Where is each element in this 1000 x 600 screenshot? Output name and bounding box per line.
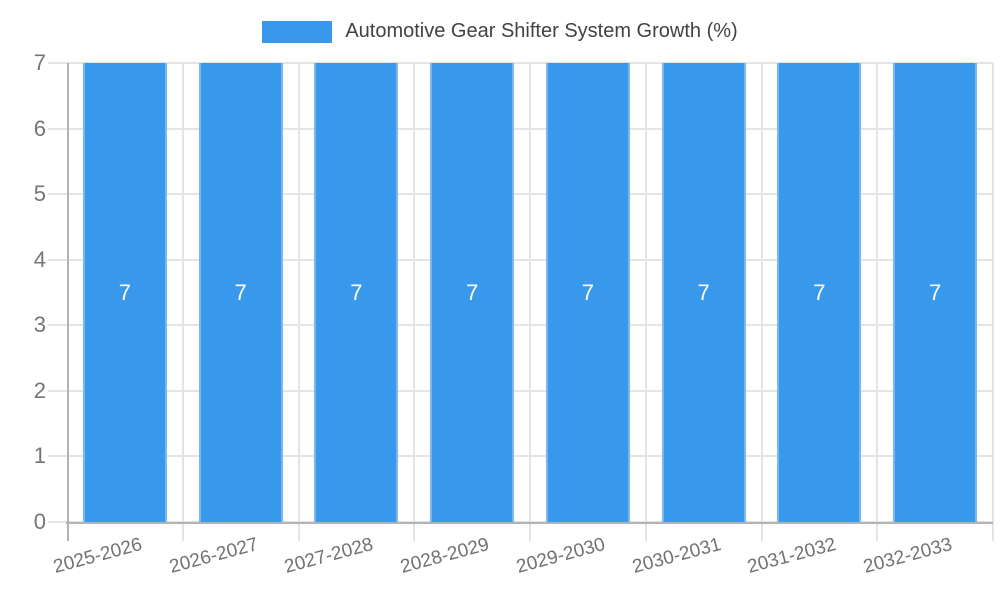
x-gridline	[181, 63, 184, 541]
y-tick-label: 7	[33, 50, 46, 75]
bar-value-label: 7	[929, 279, 942, 305]
y-tick-label: 3	[33, 312, 46, 338]
bar-2026-2027[interactable]: 7	[198, 63, 283, 522]
y-gridline	[48, 62, 993, 64]
y-tick-label: 5	[33, 181, 46, 207]
legend-label: Automotive Gear Shifter System Growth (%…	[345, 20, 738, 42]
x-gridline	[529, 63, 531, 541]
bar-value-label: 7	[813, 279, 826, 305]
bar-value-label: 7	[234, 279, 247, 305]
x-gridline	[297, 63, 300, 541]
y-axis-line	[67, 63, 69, 541]
y-tick-label: 6	[33, 115, 46, 141]
bar-2028-2029[interactable]: 7	[430, 63, 515, 522]
y-gridline	[48, 258, 993, 261]
y-tick-label: 4	[33, 246, 46, 272]
x-gridline	[992, 63, 994, 541]
legend-swatch-icon	[262, 20, 333, 43]
bar-2027-2028[interactable]: 7	[314, 63, 399, 522]
bar-value-label: 7	[697, 279, 710, 305]
bar-2029-2030[interactable]: 7	[545, 63, 630, 522]
bar-2030-2031[interactable]: 7	[661, 63, 746, 522]
bar-2031-2032[interactable]: 7	[777, 63, 862, 522]
y-gridline	[48, 127, 993, 130]
x-gridline	[644, 63, 647, 541]
y-tick-label: 0	[33, 509, 46, 534]
y-tick-label: 2	[33, 377, 46, 403]
bar-value-label: 7	[118, 279, 131, 305]
y-gridline	[48, 324, 993, 327]
y-tick-label: 1	[33, 443, 46, 469]
y-gridline	[48, 193, 993, 196]
bar-value-label: 7	[466, 279, 479, 305]
legend: Automotive Gear Shifter System Growth (%…	[0, 20, 1000, 43]
bar-2032-2033[interactable]: 7	[893, 63, 978, 522]
y-gridline	[48, 389, 993, 392]
plot-area: 7 7 7 7 7 7 7 7	[48, 62, 994, 541]
x-axis-line	[66, 522, 993, 524]
x-gridline	[413, 63, 416, 541]
bar-value-label: 7	[350, 279, 363, 305]
x-gridline	[760, 63, 763, 541]
y-gridline	[48, 455, 993, 458]
x-gridline	[876, 63, 879, 541]
bar-2025-2026[interactable]: 7	[82, 63, 167, 522]
bar-value-label: 7	[581, 279, 594, 305]
